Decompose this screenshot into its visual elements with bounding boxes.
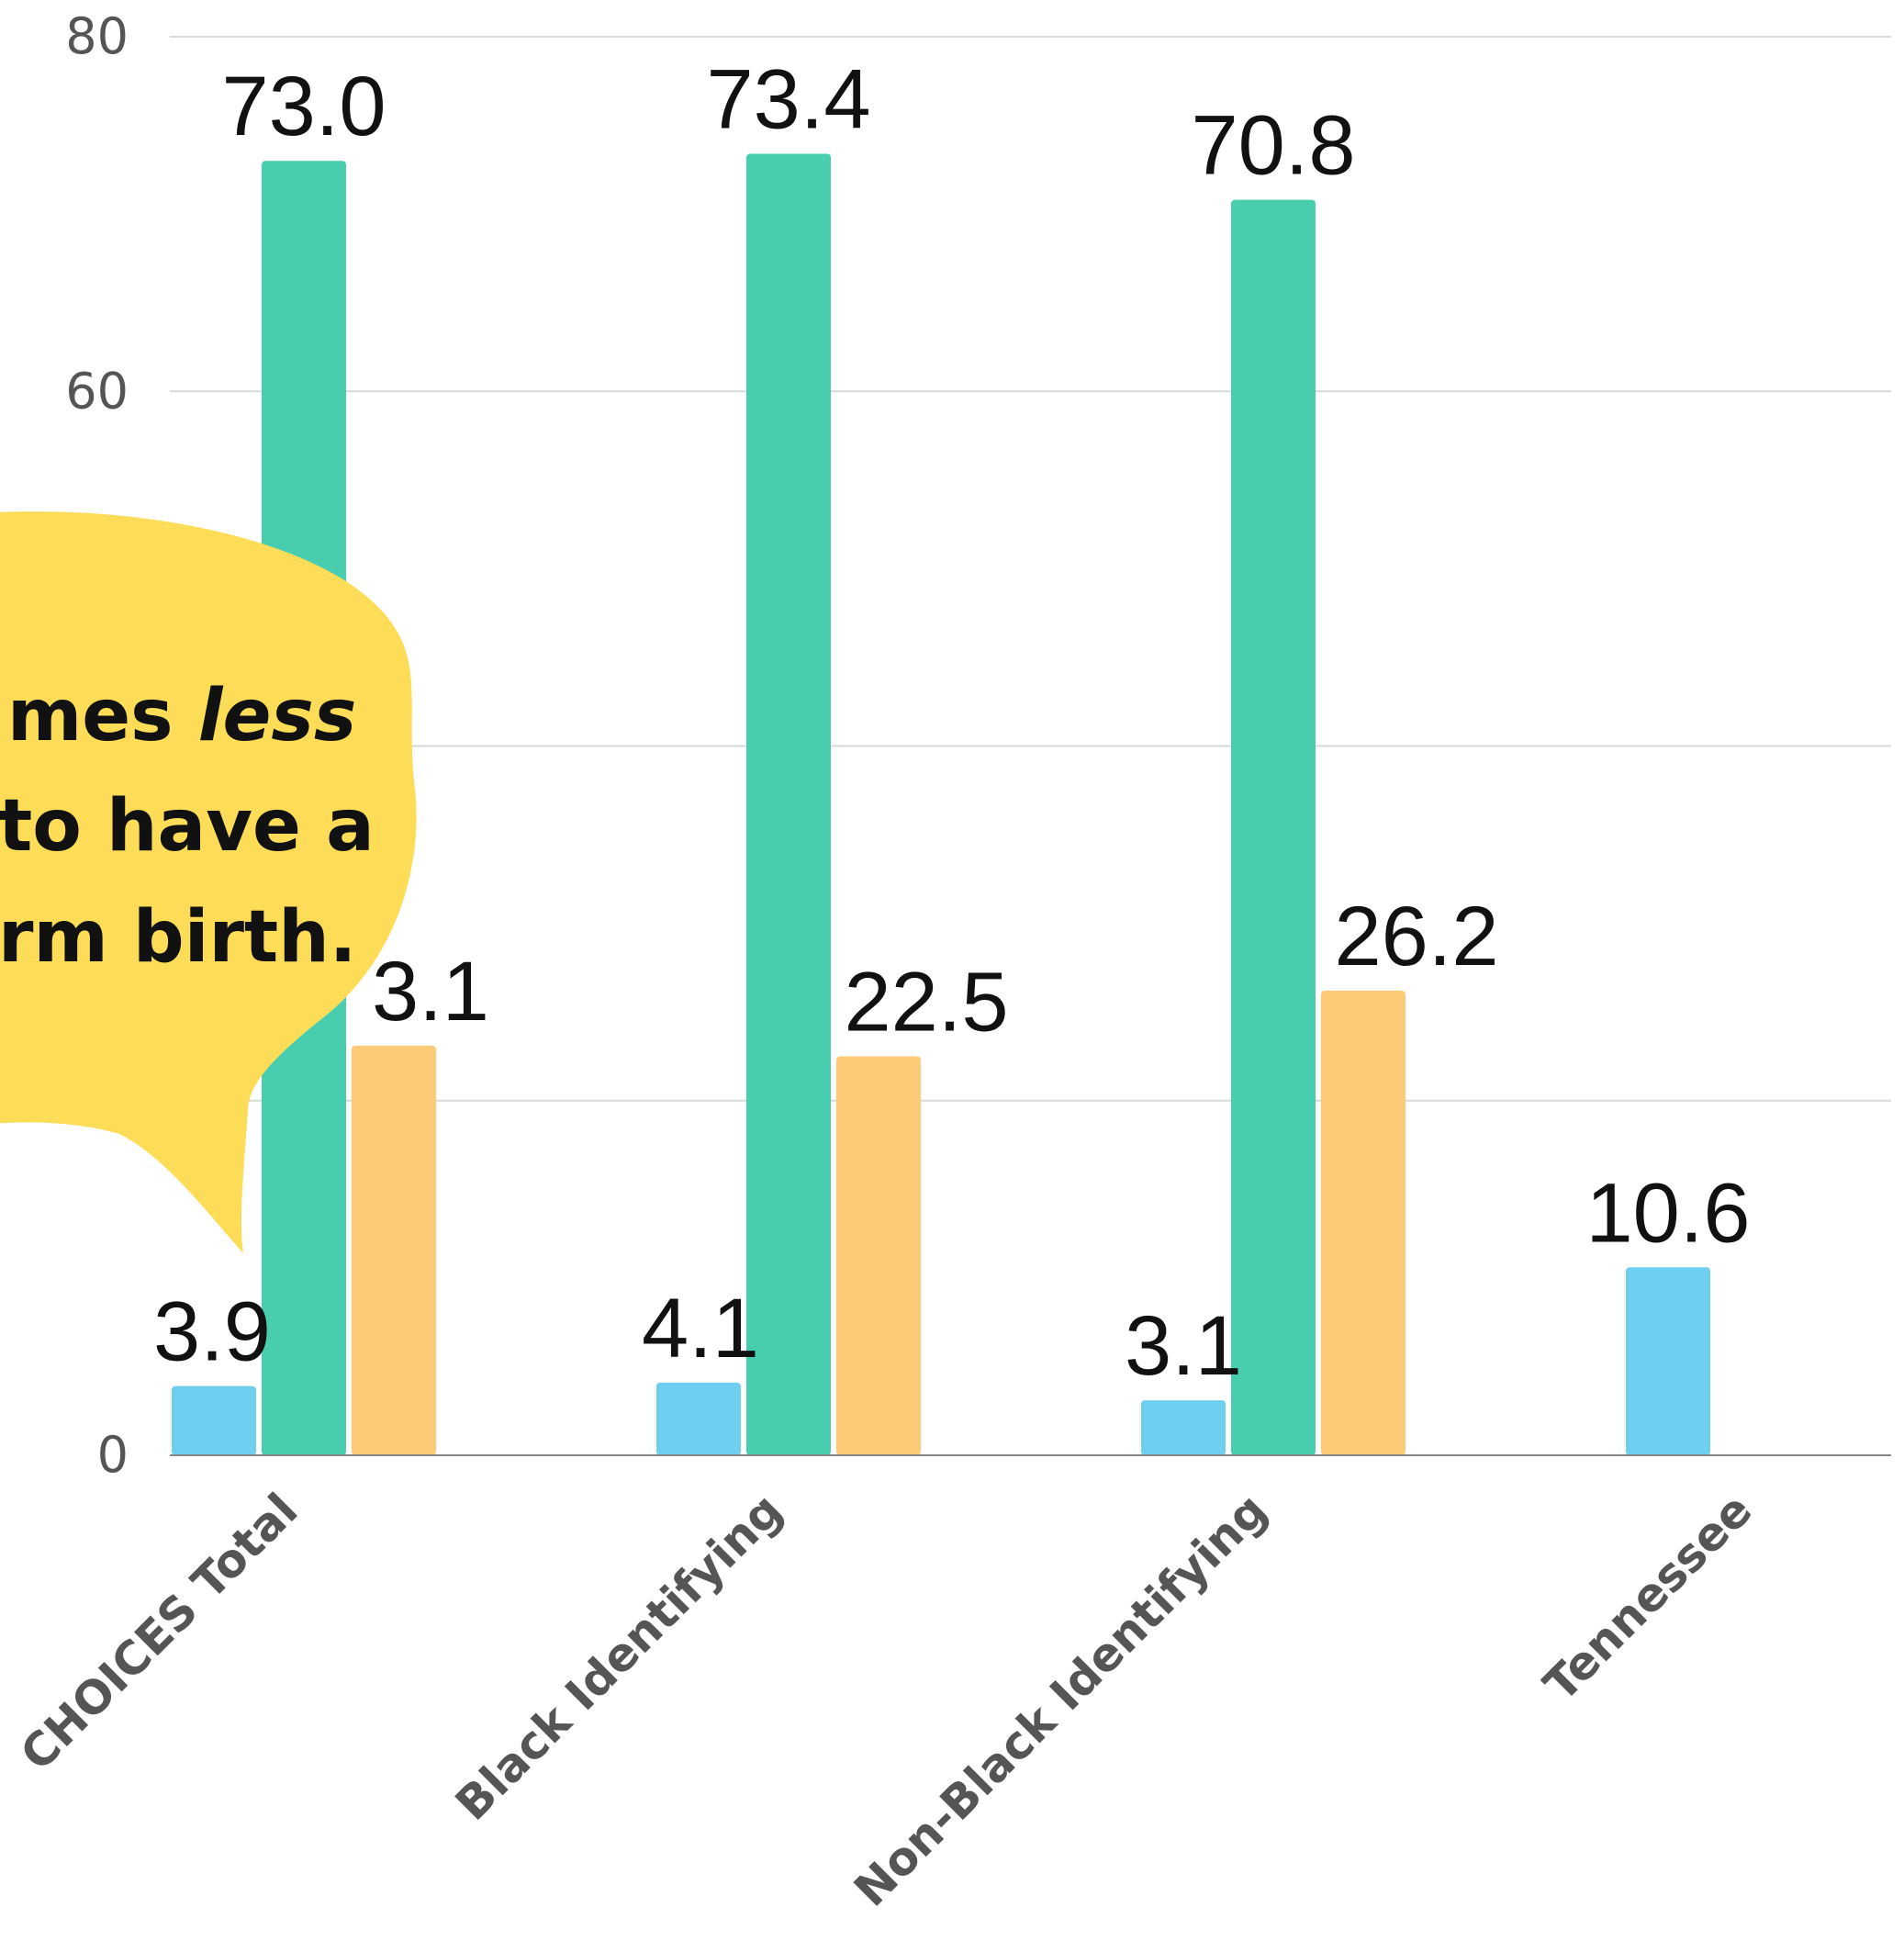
bar bbox=[1141, 1400, 1226, 1455]
callout-line-2: to have a bbox=[0, 785, 375, 868]
x-tick-label: CHOICES Total bbox=[10, 1483, 308, 1780]
data-labels: 3.9 73.0 3.1 4.1 73.4 22.5 3.1 70.8 26.2 10.6 bbox=[153, 52, 1750, 1393]
y-tick-label: 0 bbox=[97, 1426, 129, 1484]
x-tick-label: Tennessee bbox=[1534, 1483, 1763, 1711]
callout-bubble: mes less to have a rm birth. bbox=[0, 511, 417, 1253]
gridlines bbox=[170, 36, 1891, 1102]
bar bbox=[172, 1385, 256, 1455]
y-tick-labels: 0 60 80 bbox=[65, 7, 129, 1484]
data-label: 73.0 bbox=[221, 60, 386, 153]
bar bbox=[746, 153, 831, 1455]
y-tick-label: 80 bbox=[65, 7, 129, 65]
data-label: 4.1 bbox=[642, 1282, 759, 1375]
bar bbox=[1231, 199, 1316, 1455]
x-tick-label: Black Identifying bbox=[445, 1483, 792, 1830]
data-label: 70.8 bbox=[1191, 99, 1355, 193]
data-label: 3.1 bbox=[372, 945, 489, 1038]
x-tick-label: Non-Black Identifying bbox=[844, 1483, 1277, 1916]
bar bbox=[352, 1045, 436, 1455]
bar bbox=[656, 1382, 741, 1455]
bar bbox=[1626, 1267, 1710, 1455]
callout-line-3: rm birth. bbox=[0, 896, 356, 979]
data-label: 3.9 bbox=[153, 1285, 271, 1379]
y-tick-label: 60 bbox=[65, 362, 129, 420]
x-tick-labels: CHOICES Total Black Identifying Non-Black … bbox=[10, 1483, 1762, 1916]
bars bbox=[172, 153, 1710, 1455]
callout-bubble-shape bbox=[0, 511, 417, 1253]
bar bbox=[836, 1056, 921, 1455]
data-label: 22.5 bbox=[844, 955, 1008, 1049]
bar bbox=[1321, 991, 1406, 1455]
data-label: 73.4 bbox=[706, 52, 870, 146]
data-label: 26.2 bbox=[1334, 890, 1498, 983]
data-label: 10.6 bbox=[1585, 1166, 1750, 1260]
data-label: 3.1 bbox=[1125, 1299, 1242, 1393]
callout-line-1: mes less bbox=[7, 675, 356, 757]
